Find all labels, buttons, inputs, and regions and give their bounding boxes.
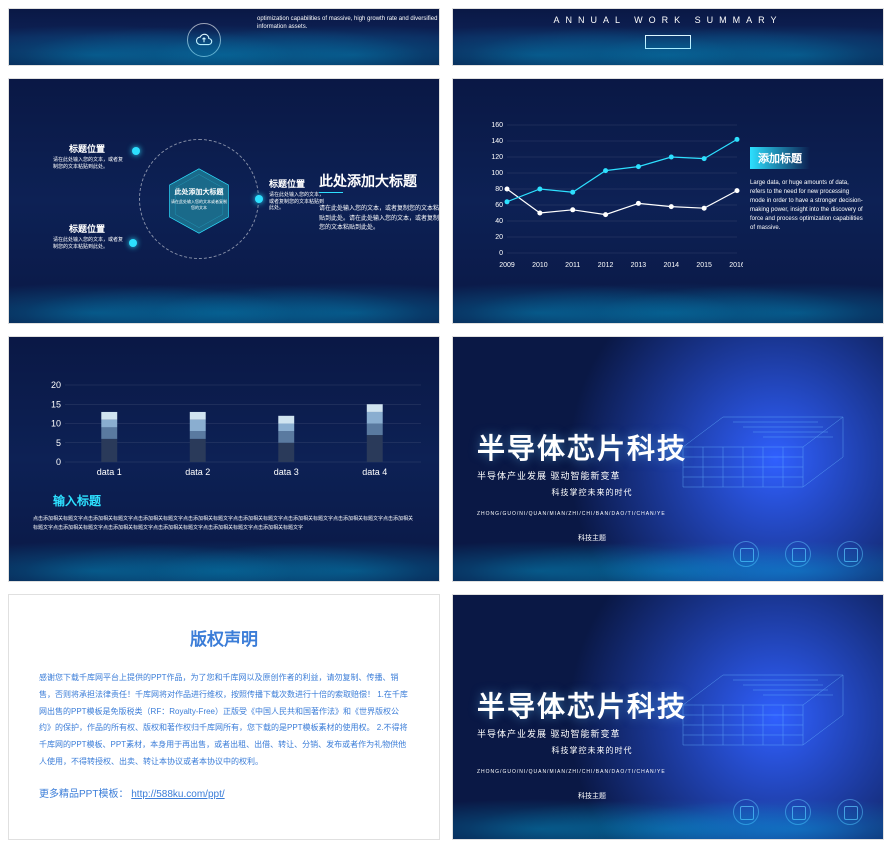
link-label: 更多精品PPT模板：	[39, 789, 128, 800]
bar-chart: 0 5 10 15 20 data 1 data 2 data 3 data 4	[43, 381, 423, 476]
hex-title: 此处添加大标题	[167, 187, 231, 197]
chip-icon-row	[733, 799, 863, 825]
svg-text:10: 10	[51, 419, 61, 429]
slide-2-underline	[645, 35, 691, 49]
svg-text:2009: 2009	[499, 262, 515, 269]
svg-text:0: 0	[56, 457, 61, 467]
svg-text:2013: 2013	[631, 262, 647, 269]
slide-8-title: 半导体芯片科技	[477, 685, 687, 725]
chip-icon-row	[733, 541, 863, 567]
slide-6: 半导体芯片科技 半导体产业发展 驱动智能新变革 科技掌控未来的时代 ZHONG/…	[452, 336, 884, 582]
slide-8-sub1: 半导体产业发展 驱动智能新变革	[477, 727, 621, 740]
svg-text:80: 80	[495, 186, 503, 193]
svg-text:20: 20	[495, 234, 503, 241]
svg-text:2016: 2016	[729, 262, 743, 269]
svg-text:100: 100	[491, 170, 503, 177]
title-underline	[319, 192, 343, 193]
slide-4: 0 20 40 60 80 100 120 140 160 2009 2010 2011 2012 201…	[452, 78, 884, 324]
svg-text:data 3: data 3	[274, 467, 299, 476]
slide-4-title: 添加标题	[750, 147, 810, 169]
slide-8-sub2: 科技掌控未来的时代	[477, 745, 707, 756]
svg-text:2011: 2011	[565, 262, 580, 269]
svg-text:140: 140	[491, 138, 503, 145]
slide-5-desc: 点击添加相关标题文字点击添加相关标题文字点击添加相关标题文字点击添加相关标题文字…	[33, 515, 415, 532]
wireframe-chip-icon	[663, 397, 863, 527]
slide-8-pinyin: ZHONG/GUO/NI/QUAN/MIAN/ZHI/CHI/BAN/DAO/T…	[477, 769, 666, 775]
slide-5: 0 5 10 15 20 data 1 data 2 data 3 data 4 输入标题 点击…	[8, 336, 440, 582]
slide-1-desc: optimization capabilities of massive, hi…	[257, 15, 439, 32]
svg-text:data 1: data 1	[97, 467, 122, 476]
svg-text:2012: 2012	[598, 262, 614, 269]
hex-label-3: 标题位置	[269, 177, 305, 190]
slide-6-tag: 科技主题	[477, 533, 707, 543]
svg-text:2010: 2010	[532, 262, 548, 269]
slide-6-sub1: 半导体产业发展 驱动智能新变革	[477, 469, 621, 482]
svg-text:2015: 2015	[696, 262, 712, 269]
slide-3-desc: 请在此处输入您的文本，或者复制您的文本粘贴到此处。请在此处输入您的文本，或者复制…	[319, 205, 439, 234]
hex-label-2: 标题位置	[69, 222, 105, 235]
slide-6-pinyin: ZHONG/GUO/NI/QUAN/MIAN/ZHI/CHI/BAN/DAO/T…	[477, 511, 666, 517]
hex-label-3-sub: 请在此处输入您的文本，或者复制您的文本粘贴到此处。	[269, 192, 325, 212]
hex-label-2-sub: 请在此处输入您的文本，或者复制您的文本粘贴到此处。	[53, 237, 123, 250]
slide-grid: optimization capabilities of massive, hi…	[0, 0, 892, 848]
line-chart: 0 20 40 60 80 100 120 140 160 2009 2010 2011 2012 201…	[483, 119, 743, 269]
svg-text:40: 40	[495, 218, 503, 225]
copyright-body: 感谢您下载千库网平台上提供的PPT作品，为了您和千库网以及原创作者的利益，请勿复…	[39, 670, 409, 771]
slide-1: optimization capabilities of massive, hi…	[8, 8, 440, 66]
slide-5-title: 输入标题	[53, 492, 101, 509]
svg-text:120: 120	[491, 154, 503, 161]
slide-6-title: 半导体芯片科技	[477, 427, 687, 467]
svg-text:data 4: data 4	[362, 467, 387, 476]
orbit-dot	[132, 147, 140, 155]
svg-text:2014: 2014	[663, 262, 679, 269]
slide-2: ANNUAL WORK SUMMARY	[452, 8, 884, 66]
slide-2-title: ANNUAL WORK SUMMARY	[453, 15, 883, 25]
orbit-dot	[255, 195, 263, 203]
hex-sub: 请在此处输入您的文本或者复制您的文本	[171, 199, 227, 211]
link-url[interactable]: http://588ku.com/ppt/	[131, 789, 224, 800]
svg-text:data 2: data 2	[185, 467, 210, 476]
copyright-title: 版权声明	[39, 625, 409, 650]
slide-4-desc: Large data, or huge amounts of data, ref…	[750, 179, 865, 233]
slide-7: 版权声明 感谢您下载千库网平台上提供的PPT作品，为了您和千库网以及原创作者的利…	[8, 594, 440, 840]
cloud-upload-icon	[187, 23, 221, 57]
slide-6-sub2: 科技掌控未来的时代	[477, 487, 707, 498]
svg-text:15: 15	[51, 399, 61, 409]
svg-text:160: 160	[491, 122, 503, 129]
svg-text:5: 5	[56, 438, 61, 448]
slide-8-tag: 科技主题	[477, 791, 707, 801]
slide-3-main-title: 此处添加大标题	[319, 171, 417, 191]
slide-3: 此处添加大标题 请在此处输入您的文本或者复制您的文本 标题位置 请在此处输入您的…	[8, 78, 440, 324]
slide-8: 半导体芯片科技 半导体产业发展 驱动智能新变革 科技掌控未来的时代 ZHONG/…	[452, 594, 884, 840]
svg-text:0: 0	[499, 250, 503, 257]
svg-text:20: 20	[51, 381, 61, 390]
hex-label-1: 标题位置	[69, 142, 105, 155]
svg-text:60: 60	[495, 202, 503, 209]
hex-label-1-sub: 请在此处输入您的文本，或者复制您的文本粘贴到此处。	[53, 157, 123, 170]
slide-4-text-block: 添加标题 Large data, or huge amounts of data…	[750, 147, 865, 233]
wireframe-chip-icon	[663, 655, 863, 785]
orbit-dot	[129, 239, 137, 247]
copyright-link-row: 更多精品PPT模板： http://588ku.com/ppt/	[39, 785, 409, 800]
